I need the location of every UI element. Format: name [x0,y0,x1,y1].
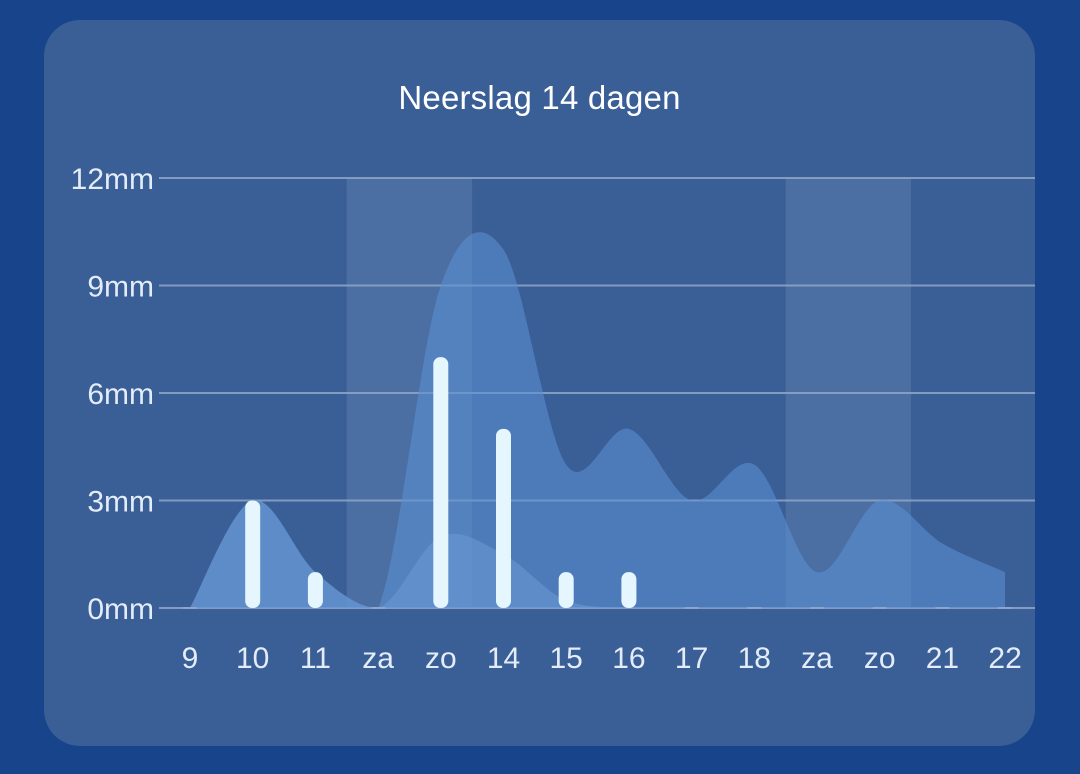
x-tick-label: zo [864,642,896,675]
precip-bar [433,357,449,608]
y-tick-label: 6mm [87,378,154,411]
y-tick-label: 12mm [71,163,154,196]
x-tick-label: 9 [182,642,199,675]
x-tick-label: 14 [487,642,520,675]
y-tick-label: 0mm [87,593,154,626]
precip-bar [558,572,574,608]
rain-card: Neerslag 14 dagen 0mm 3mm 6mm 9mm 12mm 9 10 11 z… [44,20,1035,746]
precip-range-area [190,500,1006,608]
precip-bar [496,428,511,608]
y-tick-label: 3mm [87,486,154,519]
x-tick-label: 15 [550,642,583,675]
precip-bar [621,572,637,608]
x-tick-label: 10 [236,642,269,675]
precip-bar [245,500,261,608]
x-tick-label: zo [425,642,457,675]
x-tick-label: 21 [926,642,959,675]
x-tick-label: za [801,642,833,675]
x-tick-label: 22 [988,642,1021,675]
precip-bar [307,572,323,608]
x-tick-label: za [362,642,394,675]
x-tick-label: 11 [300,642,331,675]
y-tick-label: 9mm [87,271,154,304]
x-tick-label: 16 [612,642,645,675]
x-tick-label: 17 [675,642,708,675]
x-tick-label: 18 [738,642,771,675]
chart-title: Neerslag 14 dagen [398,79,681,116]
